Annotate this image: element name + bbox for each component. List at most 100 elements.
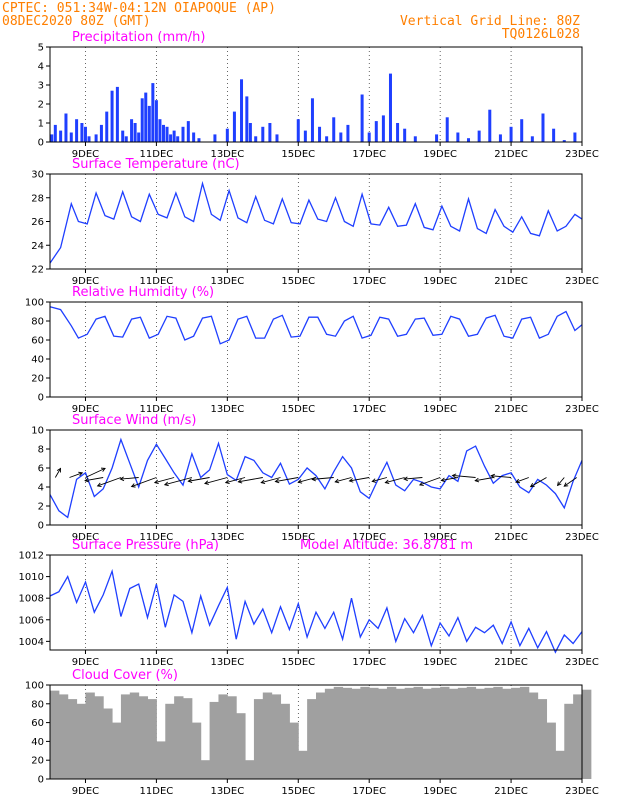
x-tick-label: 23DEC [565,149,599,160]
x-tick-label: 13DEC [210,276,244,287]
panel-frame [49,301,583,398]
y-tick-label: 30 [31,170,44,181]
x-tick-label: 13DEC [210,786,244,797]
cloud-bar [50,690,60,779]
precip-bar [573,132,577,142]
wind-arrow [385,477,405,484]
cloud-bar [360,686,370,779]
cloud-bar [76,703,86,779]
wind-arrow [312,477,334,480]
wind-arrow-head [490,473,495,479]
cloud-bar [253,699,264,779]
precip-bar [144,92,148,142]
precip-bar [346,124,350,142]
wind-arrow [120,477,139,480]
precip-bar [245,96,249,142]
cloud-bar [245,760,255,779]
cloud-bar [289,722,299,779]
cloud-bar [138,696,149,779]
cloud-bar [466,686,477,779]
wind-arrow-head [556,481,562,487]
x-tick-label: 17DEC [352,404,386,415]
cloud-bar [200,760,211,779]
series-line [49,568,583,654]
precip-bar [477,130,481,142]
x-tick-label: 19DEC [423,532,457,543]
precip-bar [158,119,162,142]
cloud-bar [112,722,122,779]
cloud-bar [440,686,450,779]
wind-arrow [372,477,388,482]
cloud-bar [333,686,344,779]
cloud-bar [316,692,326,779]
precip-bar [147,105,151,142]
precip-bar [99,124,103,142]
wind-arrow [85,467,106,478]
wind-arrow [54,468,61,478]
panel-0: Precipitation (mm/h) 0 1 2 3 4 5 9DEC 11DEC 13DEC… [38,30,599,160]
precip-bar [445,117,449,142]
cloud-bar [165,703,175,779]
y-tick-label: 2 [38,100,44,111]
series-line [49,437,583,519]
x-tick-label: 9DEC [72,657,99,668]
panel-title: Surface Pressure (hPa) [72,538,219,553]
precip-bar [176,136,180,142]
cloud-bar [120,694,131,779]
x-tick-label: 13DEC [210,149,244,160]
wind-arrow [563,477,577,487]
cloud-bar [378,688,388,779]
x-tick-label: 19DEC [423,276,457,287]
panel-title: Cloud Cover (%) [72,668,178,683]
wind-arrow-head [418,481,424,486]
cloud-bar [94,696,104,779]
precip-bar [225,128,229,142]
y-tick-label: 60 [31,336,44,347]
panel-1: Surface Temperature (nC) 22 24 26 28 30 9DEC 11… [31,157,599,287]
wind-arrow-head [96,482,102,488]
y-tick-label: 20 [31,374,44,385]
wind-arrow [188,477,210,482]
cloud-bar [209,701,219,779]
wind-arrow-head [101,467,106,472]
y-tick-label: 3 [38,81,44,92]
x-tick-label: 11DEC [140,532,174,543]
precip-bar [296,119,300,142]
precip-bar [310,98,314,142]
cloud-bar [528,692,539,779]
series-line [49,306,583,345]
x-tick-label: 11DEC [140,404,174,415]
y-tick-label: 100 [25,298,44,309]
precip-bar [154,100,158,142]
wind-arrow-head [260,479,266,485]
wind-arrow [491,475,512,478]
precip-bar [498,134,502,142]
precip-bar [53,124,57,142]
cloud-bar [147,699,157,779]
precip-bar [64,113,68,142]
x-tick-label: 15DEC [281,532,315,543]
panel-frame [49,173,583,270]
y-tick-label: 8 [38,445,44,456]
precip-bar [388,73,392,142]
precip-bar [137,132,141,142]
precip-bar [552,128,556,142]
cloud-bar [564,703,574,779]
y-tick-label: 1008 [19,594,44,605]
wind-arrow-head [311,476,317,482]
precip-bar [456,132,460,142]
cloud-bar [67,699,78,779]
wind-arrow-head [78,471,84,477]
x-tick-label: 11DEC [140,786,174,797]
y-tick-label: 1006 [19,615,44,626]
cloud-bar [511,687,521,779]
x-tick-label: 11DEC [140,149,174,160]
x-tick-label: 21DEC [494,786,528,797]
panel-title: Surface Temperature (nC) [72,157,240,172]
wind-arrow-head [451,473,457,479]
precip-bar [254,136,258,142]
y-tick-label: 60 [31,718,44,729]
y-tick-label: 1012 [19,551,44,562]
cloud-bar [307,699,317,779]
y-tick-label: 5 [38,43,44,54]
